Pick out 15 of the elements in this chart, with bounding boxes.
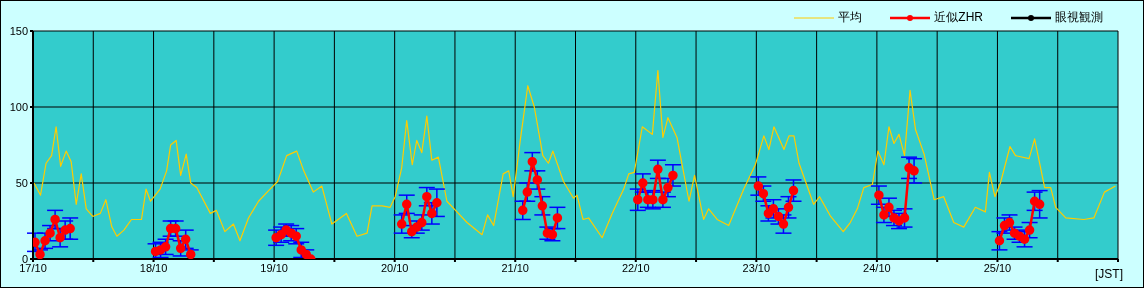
legend-label: 近似ZHR <box>934 9 983 26</box>
legend-label: 眼視観測 <box>1055 9 1103 26</box>
x-axis-title: [JST] <box>1094 267 1123 281</box>
x-tick-label: 20/10 <box>380 261 409 274</box>
y-tick-label: 150 <box>9 24 28 37</box>
x-tick-label: 19/10 <box>260 261 288 274</box>
x-tick-label: 24/10 <box>863 261 891 274</box>
x-tick-label: 18/10 <box>139 261 168 274</box>
y-tick-label: 50 <box>15 176 28 189</box>
x-tick-label: 21/10 <box>501 261 529 274</box>
legend-label: 平均 <box>838 9 863 26</box>
x-tick-label: 22/10 <box>622 261 650 274</box>
x-tick-label: 25/10 <box>983 261 1012 274</box>
y-tick-label: 100 <box>9 100 28 113</box>
x-tick-label: 23/10 <box>742 261 771 274</box>
